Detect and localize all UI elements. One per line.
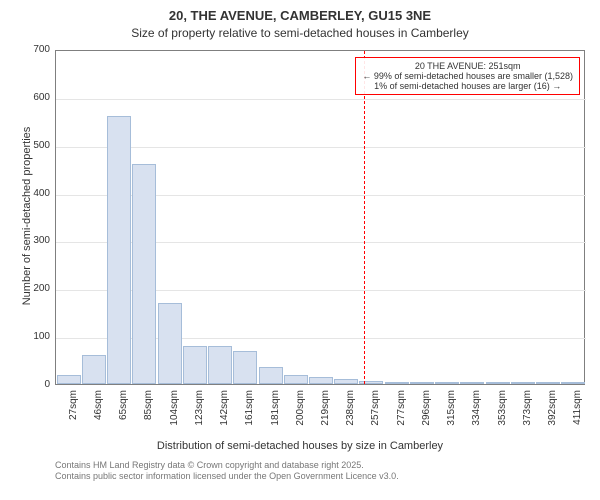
histogram-bar <box>183 346 207 384</box>
x-tick-label: 392sqm <box>547 390 558 440</box>
y-tick-label: 600 <box>10 92 50 103</box>
x-tick-label: 200sqm <box>295 390 306 440</box>
chart-title: 20, THE AVENUE, CAMBERLEY, GU15 3NE <box>0 8 600 23</box>
y-tick-label: 100 <box>10 331 50 342</box>
info-box-line: ← 99% of semi-detached houses are smalle… <box>362 71 573 81</box>
histogram-bar <box>57 375 81 384</box>
histogram-bar <box>208 346 232 384</box>
histogram-bar <box>410 382 434 384</box>
histogram-bar <box>158 303 182 384</box>
x-tick-label: 85sqm <box>143 390 154 440</box>
y-tick-label: 200 <box>10 283 50 294</box>
histogram-bar <box>385 382 409 384</box>
y-tick-label: 500 <box>10 140 50 151</box>
y-tick-label: 300 <box>10 235 50 246</box>
histogram-bar <box>561 382 585 384</box>
histogram-bar <box>435 382 459 384</box>
x-tick-label: 46sqm <box>93 390 104 440</box>
histogram-bar <box>82 355 106 384</box>
grid-line <box>56 147 586 148</box>
x-tick-label: 161sqm <box>244 390 255 440</box>
x-tick-label: 142sqm <box>219 390 230 440</box>
x-tick-label: 65sqm <box>118 390 129 440</box>
plot-area: 20 THE AVENUE: 251sqm← 99% of semi-detac… <box>55 50 585 385</box>
x-tick-label: 411sqm <box>572 390 583 440</box>
info-box-line: 20 THE AVENUE: 251sqm <box>362 61 573 71</box>
x-tick-label: 277sqm <box>396 390 407 440</box>
chart-subtitle: Size of property relative to semi-detach… <box>0 26 600 40</box>
info-box-line: 1% of semi-detached houses are larger (1… <box>362 81 573 91</box>
reference-info-box: 20 THE AVENUE: 251sqm← 99% of semi-detac… <box>355 57 580 95</box>
histogram-chart: 20, THE AVENUE, CAMBERLEY, GU15 3NE Size… <box>0 0 600 500</box>
x-tick-label: 123sqm <box>194 390 205 440</box>
histogram-bar <box>107 116 131 384</box>
attribution-line: Contains public sector information licen… <box>55 471 399 481</box>
y-tick-label: 0 <box>10 379 50 390</box>
histogram-bar <box>511 382 535 384</box>
histogram-bar <box>259 367 283 384</box>
x-axis-label: Distribution of semi-detached houses by … <box>0 440 600 452</box>
histogram-bar <box>460 382 484 384</box>
histogram-bar <box>284 375 308 384</box>
grid-line <box>56 99 586 100</box>
x-tick-label: 315sqm <box>446 390 457 440</box>
histogram-bar <box>486 382 510 384</box>
histogram-bar <box>309 377 333 384</box>
histogram-bar <box>132 164 156 384</box>
x-tick-label: 257sqm <box>370 390 381 440</box>
x-tick-label: 181sqm <box>270 390 281 440</box>
x-tick-label: 238sqm <box>345 390 356 440</box>
x-tick-label: 27sqm <box>68 390 79 440</box>
x-tick-label: 334sqm <box>471 390 482 440</box>
reference-line <box>364 51 365 384</box>
histogram-bar <box>233 351 257 385</box>
y-tick-label: 400 <box>10 188 50 199</box>
histogram-bar <box>536 382 560 384</box>
attribution-line: Contains HM Land Registry data © Crown c… <box>55 460 364 470</box>
x-tick-label: 104sqm <box>169 390 180 440</box>
y-tick-label: 700 <box>10 44 50 55</box>
x-tick-label: 219sqm <box>320 390 331 440</box>
x-tick-label: 373sqm <box>522 390 533 440</box>
x-tick-label: 353sqm <box>497 390 508 440</box>
x-tick-label: 296sqm <box>421 390 432 440</box>
histogram-bar <box>334 379 358 384</box>
